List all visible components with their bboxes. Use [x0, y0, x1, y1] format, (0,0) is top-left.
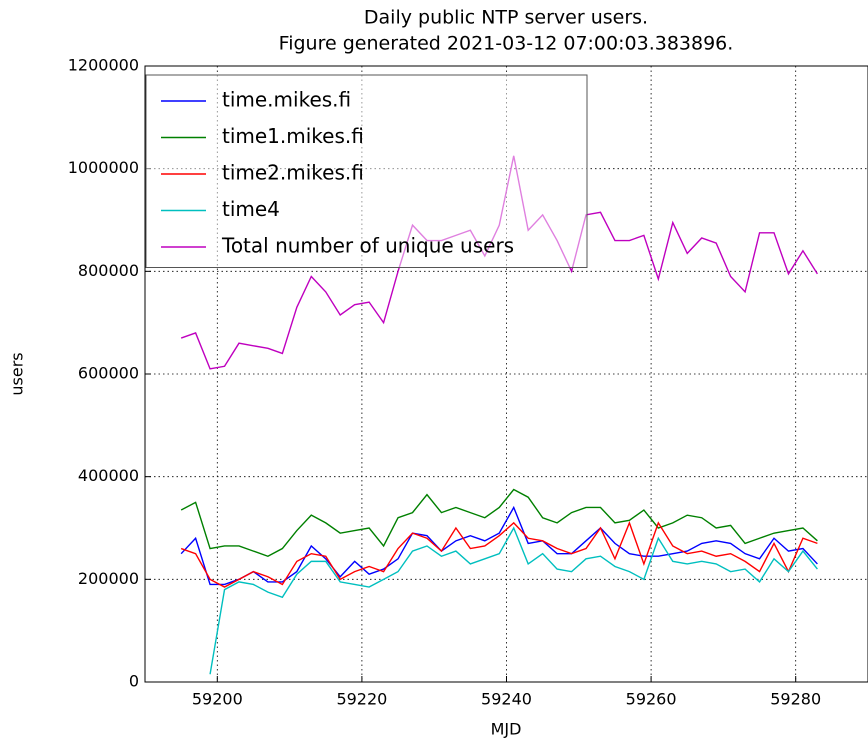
- y-tick-label: 0: [129, 672, 139, 691]
- series-line: [180, 520, 818, 588]
- legend-box: [145, 74, 588, 268]
- legend-label: time1.mikes.fi: [222, 124, 364, 148]
- x-tick-label: 59280: [770, 690, 821, 709]
- y-tick-label: 400000: [78, 466, 139, 485]
- y-tick-label: 600000: [78, 364, 139, 383]
- legend-label: Total number of unique users: [221, 234, 514, 258]
- x-tick-label: 59200: [192, 690, 243, 709]
- legend-label: time4: [222, 197, 280, 221]
- y-tick-label: 1200000: [68, 56, 139, 75]
- series-line: [180, 505, 818, 586]
- y-tick-label: 1000000: [68, 158, 139, 177]
- plot-frame: [144, 65, 868, 683]
- y-tick-label: 800000: [78, 261, 139, 280]
- x-tick-label: 59220: [336, 690, 387, 709]
- legend-label: time.mikes.fi: [222, 88, 351, 112]
- legend-label: time2.mikes.fi: [222, 161, 364, 185]
- y-axis-label: users: [8, 352, 27, 395]
- x-tick-label: 59260: [626, 690, 677, 709]
- series-line: [209, 526, 818, 675]
- x-tick-label: 59240: [481, 690, 532, 709]
- x-axis-label: MJD: [491, 720, 522, 739]
- y-tick-label: 200000: [78, 569, 139, 588]
- series-line: [180, 488, 818, 557]
- chart-title: Daily public NTP server users.: [364, 7, 648, 29]
- chart-subtitle: Figure generated 2021-03-12 07:00:03.383…: [279, 33, 734, 55]
